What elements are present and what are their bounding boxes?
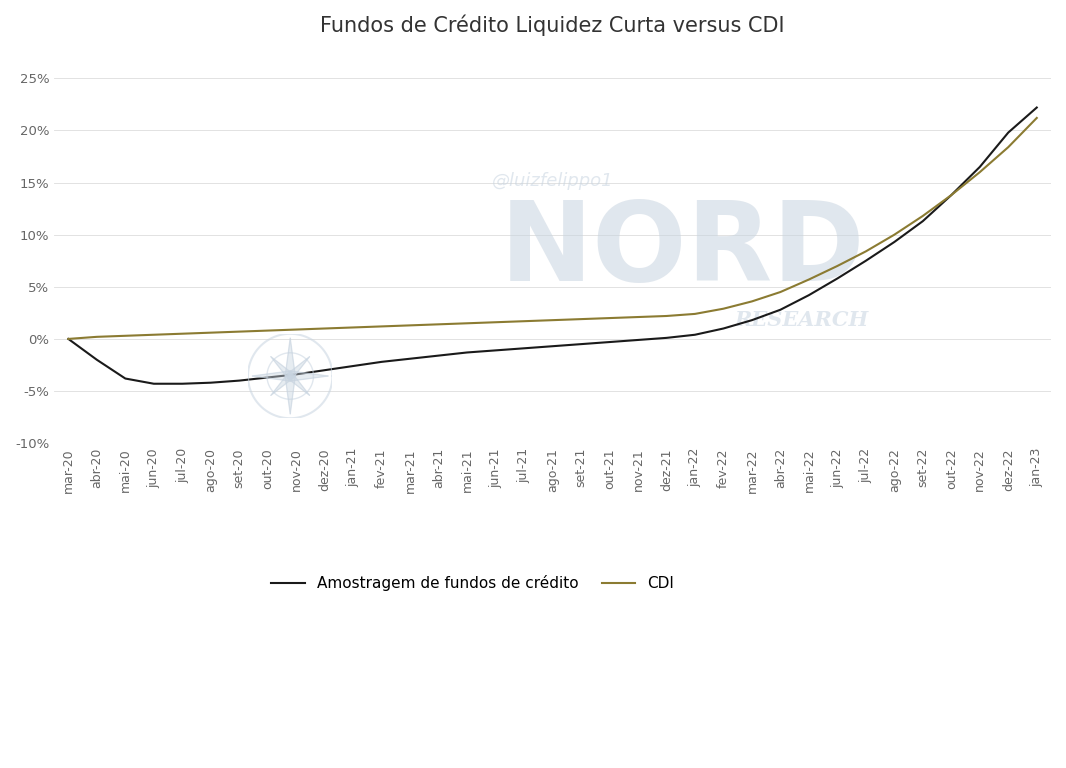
Polygon shape	[253, 371, 290, 381]
Polygon shape	[288, 356, 309, 379]
Text: @luizfelippo1: @luizfelippo1	[491, 172, 613, 190]
Polygon shape	[285, 338, 295, 376]
Text: RESEARCH: RESEARCH	[734, 310, 869, 329]
Polygon shape	[288, 373, 309, 396]
Legend: Amostragem de fundos de crédito, CDI: Amostragem de fundos de crédito, CDI	[265, 569, 680, 598]
Polygon shape	[285, 376, 295, 414]
Polygon shape	[271, 356, 292, 379]
Text: NORD: NORD	[499, 197, 865, 304]
Polygon shape	[271, 373, 292, 396]
Title: Fundos de Crédito Liquidez Curta versus CDI: Fundos de Crédito Liquidez Curta versus …	[320, 15, 785, 37]
Polygon shape	[290, 371, 328, 381]
